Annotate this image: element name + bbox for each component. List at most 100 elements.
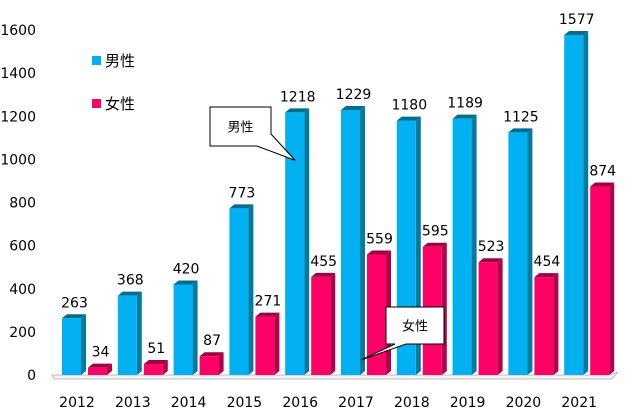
bar-top — [311, 272, 336, 277]
bar-male-2021 — [564, 30, 589, 375]
bar-front — [143, 364, 163, 375]
y-tick-label: 1600 — [0, 23, 36, 39]
bar-side — [162, 360, 168, 375]
bar-front — [478, 262, 498, 375]
data-label-male: 368 — [117, 273, 144, 289]
bar-male-2015 — [229, 204, 254, 375]
data-label-female: 51 — [147, 341, 165, 357]
legend-item-male: 男性 — [92, 52, 135, 70]
x-axis: 2012 2013 2014 2015 2016 2017 2018 2019 2020 2021 — [59, 395, 597, 411]
callout-shape — [360, 306, 445, 361]
data-label-male: 1218 — [280, 89, 316, 105]
data-label-female: 271 — [255, 294, 282, 310]
y-axis: 0 200 400 600 800 1000 1200 1400 1600 — [0, 23, 36, 384]
bar-female-2013 — [143, 360, 168, 375]
data-label-male: 1180 — [391, 98, 427, 114]
bar-side — [81, 314, 86, 375]
bar-front — [255, 316, 275, 375]
x-tick-label: 2021 — [561, 395, 597, 411]
bar-front — [62, 318, 81, 375]
bar-top — [508, 128, 533, 133]
bar-top — [367, 250, 391, 255]
bar-side — [248, 204, 254, 375]
bar-front — [564, 34, 584, 375]
legend-label-female: 女性 — [105, 95, 135, 113]
x-tick-label: 2012 — [59, 395, 95, 411]
legend-label-male: 男性 — [105, 52, 135, 70]
y-tick-label: 200 — [9, 325, 36, 341]
y-tick-label: 400 — [9, 282, 36, 298]
bar-male-2016 — [285, 108, 310, 376]
y-tick-label: 1400 — [0, 66, 36, 82]
bar-female-2015 — [255, 312, 280, 375]
x-tick-label: 2013 — [115, 395, 151, 411]
data-label-female: 523 — [478, 239, 505, 255]
bar-female-2021 — [590, 182, 615, 375]
data-labels: 263 368 420 773 1218 1229 1180 1189 1125 1577 34 51… — [61, 12, 616, 361]
bar-side — [304, 108, 310, 376]
bar-side — [471, 114, 477, 375]
bar-front — [590, 186, 610, 375]
bar-front — [452, 118, 472, 375]
x-tick-label: 2017 — [338, 395, 374, 411]
bar-front — [199, 356, 219, 375]
legend-swatch-male — [92, 56, 101, 65]
bar-top — [255, 312, 280, 317]
bar-top — [199, 352, 224, 357]
bars — [62, 30, 615, 376]
bar-side — [527, 128, 533, 375]
bar-side — [553, 273, 559, 375]
x-tick-label: 2020 — [506, 395, 542, 411]
bar-top — [534, 273, 559, 278]
data-label-female: 87 — [203, 333, 221, 349]
data-label-male: 1125 — [503, 109, 539, 125]
bar-top — [229, 204, 254, 209]
x-tick-label: 2014 — [171, 395, 207, 411]
bar-front — [173, 284, 193, 375]
x-tick-label: 2019 — [450, 395, 486, 411]
callout-text: 男性 — [227, 121, 253, 136]
bar-top — [173, 280, 198, 285]
bar-male-2013 — [117, 291, 142, 375]
x-tick-label: 2018 — [394, 395, 430, 411]
legend-swatch-female — [92, 99, 101, 108]
bar-top — [117, 291, 142, 296]
data-label-female: 874 — [589, 164, 616, 180]
bar-front — [367, 254, 386, 375]
bar-top — [590, 182, 615, 187]
bar-side — [218, 352, 224, 375]
bar-front — [311, 276, 331, 375]
data-label-female: 595 — [422, 224, 449, 240]
bar-side — [136, 291, 142, 375]
bar-side — [497, 258, 503, 375]
bar-female-2020 — [534, 273, 559, 375]
bar-top — [62, 314, 86, 319]
bar-male-2020 — [508, 128, 533, 375]
data-label-male: 1189 — [447, 96, 483, 112]
legend: 男性 女性 — [92, 52, 135, 113]
y-tick-label: 600 — [9, 239, 36, 255]
bar-male-2019 — [452, 114, 477, 375]
bar-male-2012 — [62, 314, 86, 375]
data-label-female: 34 — [92, 345, 110, 361]
bar-side — [274, 312, 280, 375]
bar-side — [360, 105, 365, 375]
bar-male-2014 — [173, 280, 198, 375]
data-label-male: 263 — [61, 295, 88, 311]
bar-side — [609, 182, 615, 375]
legend-item-female: 女性 — [92, 95, 135, 113]
bar-side — [330, 272, 336, 375]
data-label-female: 559 — [366, 231, 393, 247]
bar-top — [143, 360, 168, 365]
bar-top — [422, 242, 447, 247]
y-tick-label: 800 — [9, 196, 36, 212]
bar-female-2014 — [199, 352, 224, 375]
y-tick-label: 1200 — [0, 109, 36, 125]
bar-top — [452, 114, 477, 119]
bar-front — [508, 132, 528, 375]
bar-male-2017 — [341, 105, 365, 375]
y-tick-label: 0 — [27, 368, 36, 384]
y-tick-label: 1000 — [0, 152, 36, 168]
